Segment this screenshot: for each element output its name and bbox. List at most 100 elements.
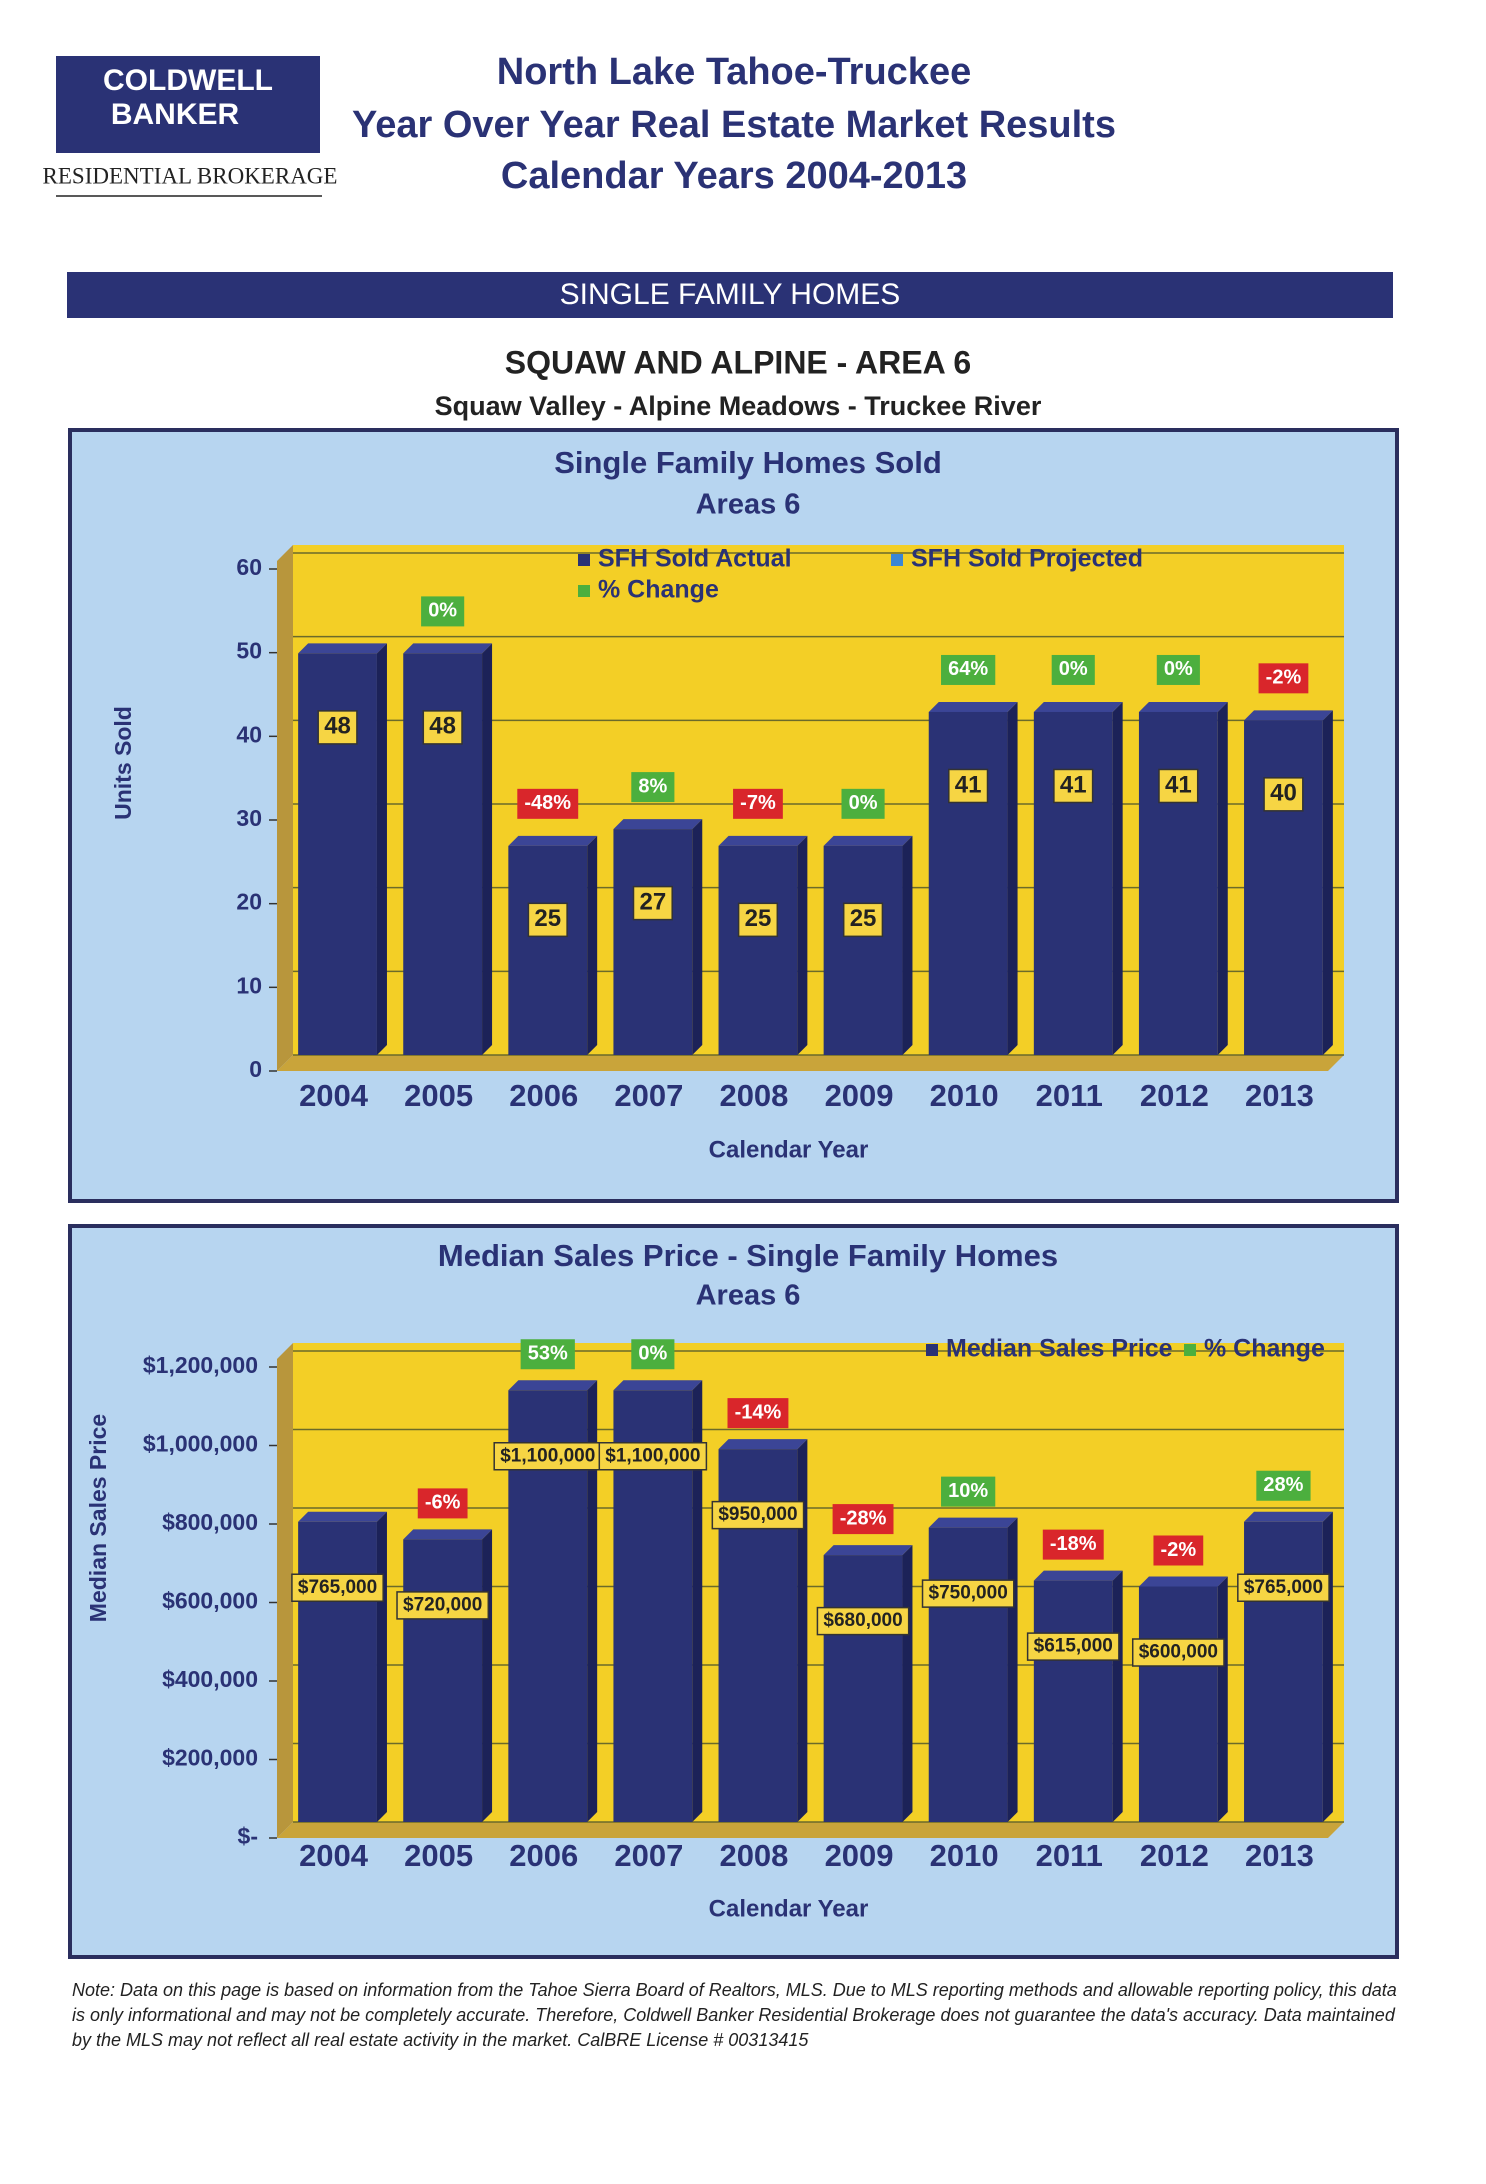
bar: [1244, 720, 1323, 1055]
bar: [403, 1539, 483, 1822]
legend-swatch: [891, 554, 903, 566]
x-tick-label: 2008: [719, 1838, 788, 1873]
chart: Median Sales Price - Single Family Homes…: [68, 1224, 1399, 1959]
percent-change: [941, 654, 996, 685]
percent-change: [631, 1339, 675, 1370]
percent-change: [941, 1476, 996, 1507]
bar-side: [797, 835, 808, 1055]
x-tick-label: 2005: [404, 1078, 473, 1113]
data-label: $765,000: [298, 1577, 377, 1598]
bar: [928, 1527, 1008, 1822]
legend-swatch: [578, 585, 590, 597]
x-tick-label: 2011: [1036, 1838, 1103, 1873]
y-tick-label: $400,000: [162, 1666, 258, 1692]
label-box: [291, 1573, 384, 1602]
label-box: [598, 1442, 708, 1471]
x-tick-label: 2013: [1245, 1838, 1314, 1873]
x-tick-label: 2009: [825, 1078, 894, 1113]
percent-change: [832, 1504, 894, 1535]
bar-top: [823, 835, 913, 846]
plot-wall: [277, 1343, 293, 1838]
bar-top: [1138, 701, 1228, 712]
data-label: 41: [955, 771, 982, 798]
label-box: [1263, 777, 1304, 812]
x-tick-label: 2004: [299, 1078, 369, 1113]
label-box: [1053, 768, 1094, 804]
bar-side: [587, 835, 598, 1055]
label-box: [317, 710, 358, 745]
label-box: [422, 710, 463, 745]
bar-side: [797, 1439, 808, 1822]
y-tick-label: $600,000: [162, 1588, 258, 1614]
percent-label: 64%: [948, 658, 988, 680]
y-tick-label: $1,000,000: [143, 1431, 258, 1457]
data-label: $1,100,000: [605, 1445, 700, 1466]
percent-change: [1156, 654, 1200, 685]
y-tick-label: 10: [236, 972, 262, 998]
chart: Single Family Homes Sold Areas 6 0 10 20 30 40…: [68, 428, 1399, 1203]
bar-side: [1112, 1570, 1123, 1822]
percent-change: [517, 788, 579, 819]
bar-top: [1244, 1511, 1333, 1522]
data-label: $720,000: [403, 1594, 482, 1615]
legend-swatch: [1184, 1344, 1196, 1356]
chart-subtitle: Areas 6: [696, 489, 801, 521]
logo-text: BANKER: [111, 98, 240, 131]
label-box: [1158, 768, 1199, 804]
data-label: $600,000: [1139, 1642, 1218, 1663]
bar-top: [508, 1380, 598, 1391]
percent-label: 53%: [528, 1343, 568, 1365]
y-tick-label: $800,000: [162, 1509, 258, 1535]
y-tick-label: 30: [236, 805, 262, 831]
bar-side: [692, 1380, 703, 1822]
bar: [823, 1555, 903, 1822]
legend-swatch: [926, 1344, 938, 1356]
percent-label: -2%: [1266, 667, 1302, 689]
bar-side: [1007, 701, 1018, 1055]
data-label: 41: [1060, 771, 1087, 798]
bar-side: [1217, 701, 1228, 1055]
percent-change: [417, 1488, 468, 1519]
label-box: [816, 1606, 910, 1636]
percent-change: [727, 1398, 789, 1429]
plot-wall: [277, 545, 293, 1071]
legend-label: % Change: [598, 576, 719, 604]
bar-side: [1322, 1511, 1333, 1822]
percent-label: 10%: [948, 1480, 988, 1502]
data-label: $680,000: [823, 1610, 902, 1631]
percent-change: [1153, 1535, 1204, 1566]
bar-top: [613, 819, 703, 830]
y-tick-label: 40: [236, 721, 262, 747]
data-label: $1,100,000: [500, 1445, 595, 1466]
bar: [823, 845, 903, 1055]
percent-label: 0%: [1164, 658, 1193, 680]
area-subtitle: Squaw Valley - Alpine Meadows - Truckee …: [435, 391, 1042, 421]
page-title: North Lake Tahoe-Truckee: [497, 51, 971, 93]
percent-label: 0%: [428, 600, 457, 622]
percent-label: 28%: [1263, 1474, 1303, 1496]
percent-label: -28%: [840, 1507, 887, 1529]
bar-top: [1244, 710, 1333, 721]
x-tick-label: 2004: [299, 1838, 369, 1873]
bar: [298, 1521, 377, 1822]
logo-text: COLDWELL: [103, 64, 273, 97]
bar: [613, 829, 693, 1055]
y-tick-label: $-: [238, 1823, 258, 1849]
x-tick-label: 2007: [614, 1078, 683, 1113]
percent-label: 0%: [638, 1343, 667, 1365]
chart-title: Median Sales Price - Single Family Homes: [438, 1238, 1058, 1273]
bar-top: [403, 1529, 493, 1540]
y-tick-label: 20: [236, 889, 262, 915]
bar-top: [823, 1545, 913, 1556]
chart-subtitle: Areas 6: [696, 1280, 801, 1312]
note-box: Note: Data on this page is based on info…: [72, 1980, 1397, 2050]
label-box: [1131, 1638, 1225, 1667]
y-tick-label: 0: [249, 1056, 262, 1082]
section-banner: [67, 272, 1393, 318]
bar-top: [718, 1439, 808, 1450]
data-label: $950,000: [718, 1504, 797, 1525]
label-box: [632, 885, 673, 921]
percent-change: [520, 1339, 575, 1370]
logo-box: [56, 56, 320, 153]
bar-top: [718, 835, 808, 846]
